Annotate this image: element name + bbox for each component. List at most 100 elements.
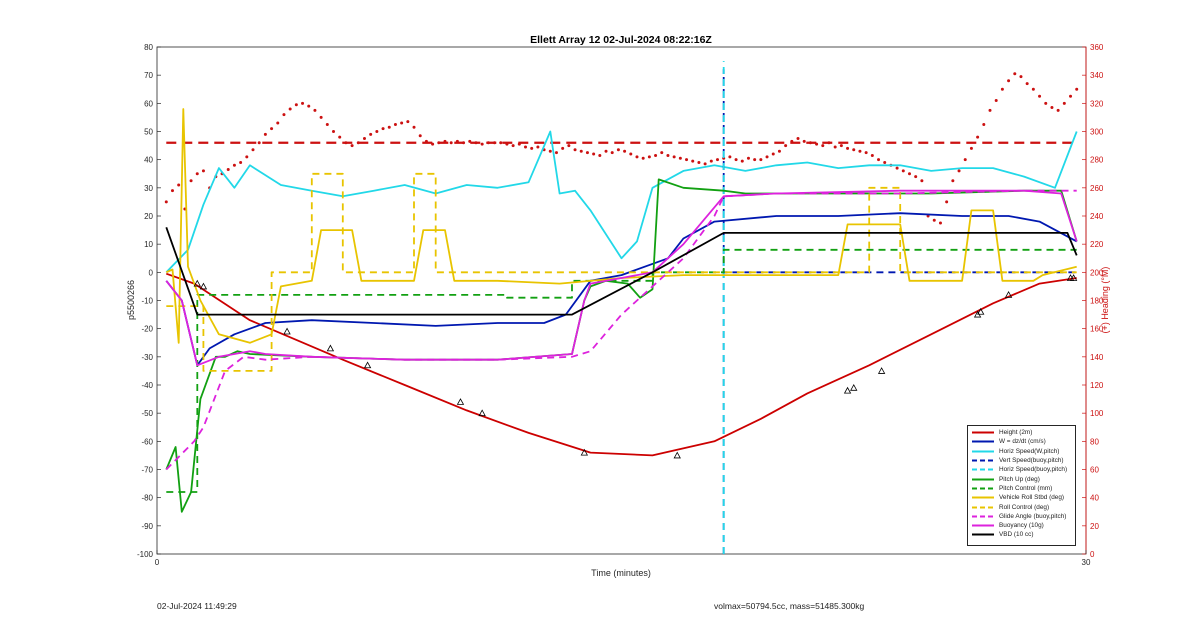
heading-point <box>189 179 193 183</box>
legend-label: Vert Speed(buoy,pitch) <box>999 457 1064 465</box>
legend-swatch <box>972 468 994 471</box>
y2-axis-label: (+) Heading (°M) <box>1100 267 1110 334</box>
heading-point <box>387 125 391 129</box>
heading-point <box>356 141 360 145</box>
heading-point <box>1038 94 1042 98</box>
legend-item: Vert Speed(buoy,pitch) <box>970 456 1075 465</box>
heading-point <box>536 145 540 149</box>
legend-label: Glide Angle (buoy,pitch) <box>999 512 1067 520</box>
legend-label: W = dz/dt (cm/s) <box>999 438 1046 446</box>
legend-swatch <box>972 450 994 453</box>
legend-swatch <box>972 524 994 527</box>
y2-tick-label: 260 <box>1090 184 1104 193</box>
heading-point <box>282 113 286 117</box>
heading-point <box>703 162 707 166</box>
plot-area <box>156 46 1087 555</box>
heading-point <box>877 158 881 162</box>
heading-point <box>263 132 267 136</box>
height-marker <box>283 327 291 335</box>
heading-point <box>709 159 713 163</box>
x-axis: 0 30 <box>155 550 1091 567</box>
footer-volmax-mass: volmax=50794.5cc, mass=51485.300kg <box>714 601 865 611</box>
heading-point <box>623 149 627 153</box>
heading-point <box>579 149 583 153</box>
x-axis-label: Time (minutes) <box>591 568 651 578</box>
chart-title: Ellett Array 12 02-Jul-2024 08:22:16Z <box>530 34 712 46</box>
heading-point <box>443 139 447 143</box>
y-tick-label: 20 <box>144 212 153 221</box>
heading-point <box>517 142 521 146</box>
y2-tick-label: 60 <box>1090 466 1099 475</box>
heading-point <box>938 221 942 225</box>
y2-tick-label: 0 <box>1090 550 1095 559</box>
y2-tick-label: 320 <box>1090 99 1104 108</box>
legend-swatch <box>972 431 994 434</box>
heading-point <box>412 125 416 129</box>
heading-point <box>914 175 918 179</box>
heading-point <box>170 189 174 193</box>
legend-label: Roll Control (deg) <box>999 503 1050 511</box>
y2-tick-label: 300 <box>1090 128 1104 137</box>
heading-point <box>424 139 428 143</box>
heading-point <box>195 172 199 176</box>
y2-tick-label: 280 <box>1090 156 1104 165</box>
y2-tick-label: 240 <box>1090 212 1104 221</box>
heading-point <box>332 130 336 133</box>
y-tick-label: 60 <box>144 99 153 108</box>
y2-tick-label: 100 <box>1090 409 1104 418</box>
heading-point <box>164 200 168 204</box>
heading-point <box>833 145 837 149</box>
heading-point <box>629 152 633 156</box>
heading-point <box>982 122 986 126</box>
y2-tick-label: 360 <box>1090 43 1104 52</box>
heading-point <box>344 141 348 145</box>
heading-point <box>585 151 589 155</box>
legend-label: Vehicle Roll Stbd (deg) <box>999 494 1065 502</box>
y-tick-label: -50 <box>141 409 153 418</box>
heading-point <box>685 158 689 162</box>
heading-point <box>740 159 744 163</box>
legend-swatch <box>972 459 994 462</box>
y2-tick-label: 140 <box>1090 353 1104 362</box>
heading-point <box>362 137 366 141</box>
heading-point <box>883 160 887 164</box>
heading-point <box>393 122 397 126</box>
legend-swatch <box>972 440 994 443</box>
heading-point <box>276 121 280 125</box>
heading-point <box>945 200 949 204</box>
heading-point <box>976 135 980 139</box>
heading-point <box>226 168 230 172</box>
heading-point <box>418 134 422 138</box>
y2-tick-label: 220 <box>1090 240 1104 249</box>
heading-point <box>604 149 608 153</box>
series-pitch-control-mm <box>166 248 1077 493</box>
series-roll-control-deg <box>166 172 1077 372</box>
legend-item: Buoyancy (10g) <box>970 521 1075 530</box>
heading-point <box>270 127 274 131</box>
heading-point <box>697 160 701 164</box>
heading-point <box>784 144 788 148</box>
heading-point <box>530 146 534 150</box>
heading-point <box>455 139 459 143</box>
heading-point <box>821 144 825 148</box>
heading-point <box>660 151 664 155</box>
heading-point <box>678 156 682 160</box>
y2-tick-label: 80 <box>1090 437 1099 446</box>
heading-point <box>511 144 515 148</box>
heading-point <box>319 115 323 119</box>
height-marker <box>478 409 486 417</box>
heading-point <box>870 153 874 157</box>
height-marker <box>843 386 852 394</box>
legend-item: Pitch Up (deg) <box>970 474 1075 483</box>
heading-point <box>554 151 558 155</box>
legend-label: Horiz Speed(W,pitch) <box>999 447 1060 455</box>
heading-point <box>1050 106 1054 110</box>
series-vehicle-roll-stbd-deg <box>165 108 1077 344</box>
heading-point <box>431 142 435 146</box>
heading-point <box>901 169 905 173</box>
heading-point <box>1075 87 1079 91</box>
heading-point <box>567 144 571 148</box>
height-marker <box>877 367 886 374</box>
series-height-2m <box>165 272 1077 457</box>
height-marker <box>1069 274 1078 281</box>
